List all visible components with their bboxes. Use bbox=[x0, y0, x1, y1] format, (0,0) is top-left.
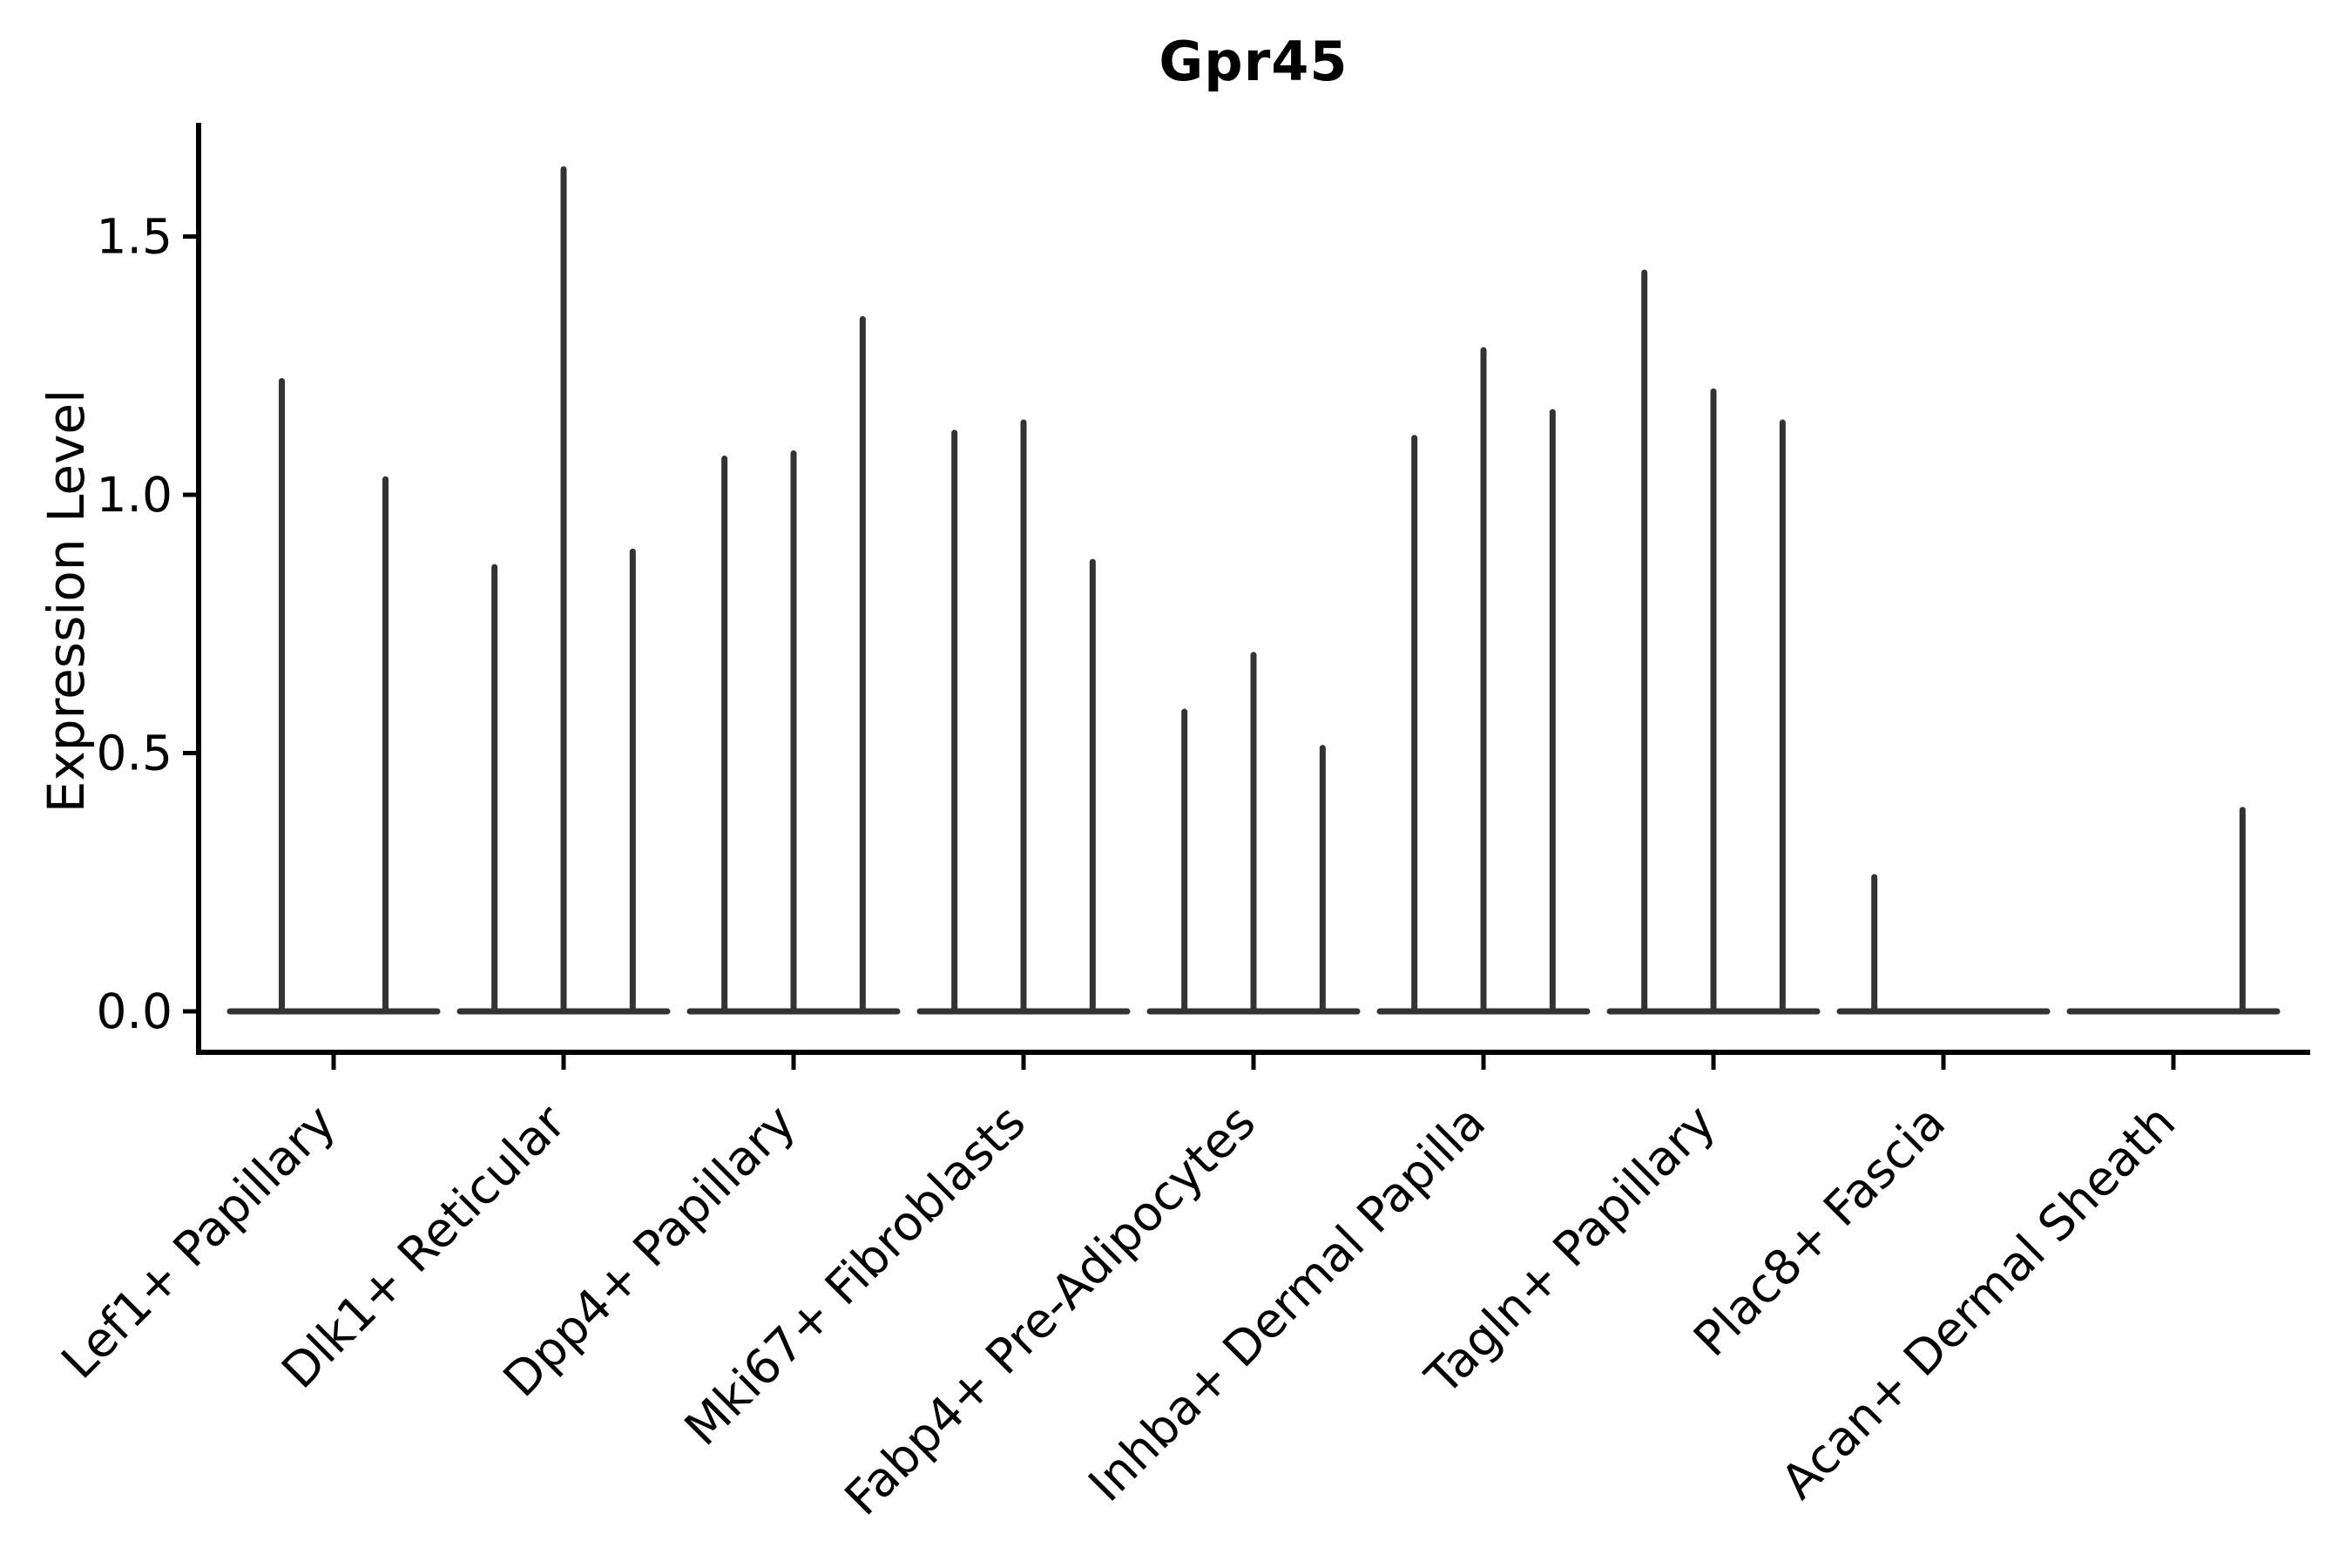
chart-title: Gpr45 bbox=[1159, 30, 1348, 93]
y-tick-label: 1.5 bbox=[97, 209, 172, 265]
y-tick-label: 0.5 bbox=[97, 726, 172, 781]
x-tick-label: Fabp4+ Pre-Adipocytes bbox=[834, 1094, 1266, 1526]
y-tick-label: 1.0 bbox=[97, 467, 172, 523]
y-tick-label: 0.0 bbox=[97, 983, 172, 1039]
x-tick-label: Acan+ Dermal Sheath bbox=[1770, 1094, 2186, 1510]
x-tick-label: Inhba+ Dermal Papilla bbox=[1078, 1094, 1496, 1512]
